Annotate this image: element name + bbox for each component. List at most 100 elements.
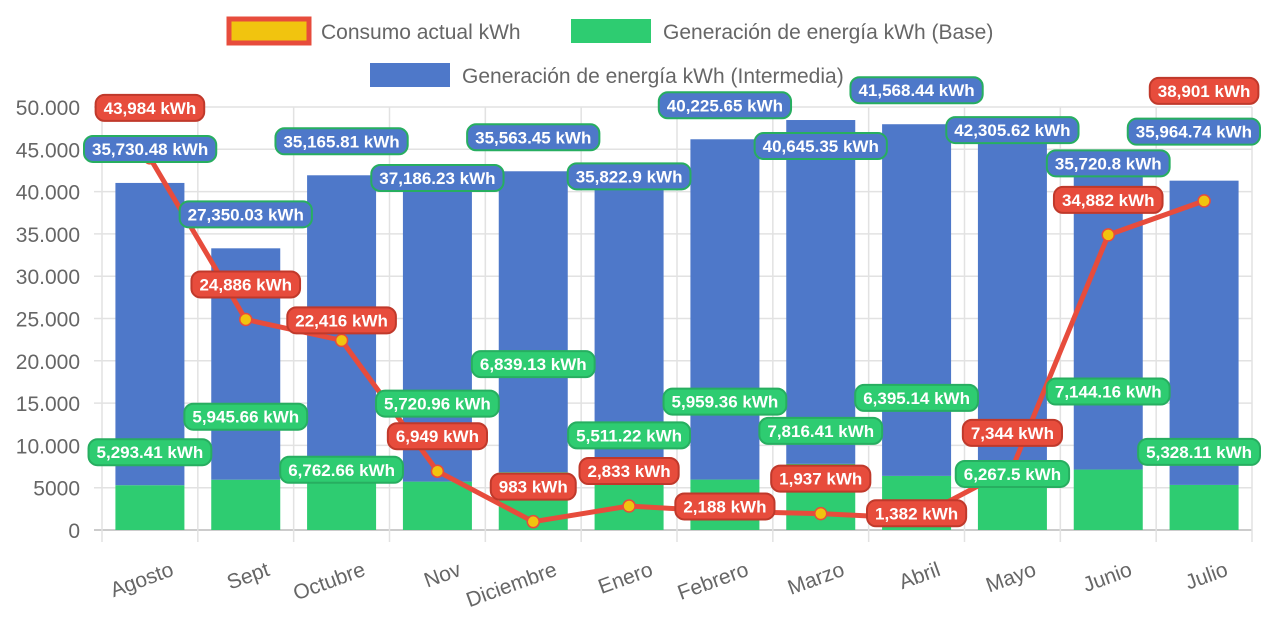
y-tick-label: 10.000 [16, 435, 80, 458]
bar-intermedia [786, 120, 856, 464]
data-label-consumo-box [578, 457, 680, 486]
data-label-base-group: 5,328.11 kWh [1137, 437, 1261, 466]
data-label-consumo: 6,949 kWh [396, 427, 479, 446]
y-tick-label: 25.000 [16, 309, 80, 332]
data-label-consumo-box [674, 492, 776, 521]
y-tick-label: 50.000 [16, 97, 80, 120]
data-label-intermedia-box [370, 164, 505, 193]
bar-intermedia [115, 182, 185, 486]
data-label-base-group: 6,839.13 kWh [470, 350, 596, 379]
x-tick-label: Abril [896, 558, 943, 594]
data-label-intermedia-group: 40,225.65 kWh [657, 91, 793, 120]
data-label-intermedia: 41,568.44 kWh [858, 81, 974, 100]
y-tick-label: 30.000 [16, 266, 80, 289]
data-label-consumo-group: 22,416 kWh [286, 306, 397, 335]
data-label-base: 5,720.96 kWh [384, 395, 491, 414]
legend-swatch-consumo [226, 16, 312, 46]
x-tick-label: Enero [595, 558, 656, 599]
legend-swatch-base [571, 19, 651, 43]
data-label-consumo-box [386, 422, 488, 451]
data-label-base-box [1045, 377, 1171, 406]
data-label-consumo: 24,886 kWh [199, 275, 292, 294]
data-label-intermedia: 35,730.48 kWh [92, 140, 208, 159]
bar-base [1073, 469, 1143, 530]
y-tick-label: 20.000 [16, 351, 80, 374]
data-label-consumo-box [961, 418, 1063, 447]
x-tick-label: Agosto [107, 558, 176, 602]
point-consumo [814, 506, 828, 521]
data-label-intermedia-box [1126, 117, 1261, 146]
data-label-consumo-group: 43,984 kWh [94, 93, 206, 122]
data-label-consumo-group: 1,382 kWh [866, 499, 968, 528]
data-label-base: 6,395.14 kWh [863, 389, 970, 408]
bar-base [1169, 484, 1239, 530]
data-label-intermedia-group: 35,165.81 kWh [274, 127, 409, 156]
data-label-intermedia: 35,720.8 kWh [1055, 154, 1162, 173]
data-label-base-box [470, 350, 596, 379]
data-label-base: 5,945.66 kWh [192, 408, 299, 427]
data-label-base-box [279, 455, 404, 484]
y-tick-label: 5000 [33, 478, 80, 501]
data-label-consumo: 38,901 kWh [1158, 82, 1251, 101]
point-consumo [622, 499, 636, 513]
data-label-intermedia: 42,305.62 kWh [954, 121, 1070, 140]
point-consumo [334, 333, 349, 348]
data-label-intermedia: 35,822.9 kWh [576, 167, 683, 186]
data-label-consumo: 7,344 kWh [971, 424, 1054, 443]
data-label-base: 5,328.11 kWh [1146, 443, 1252, 462]
bar-intermedia [1073, 167, 1143, 470]
y-tick-label: 15.000 [16, 393, 80, 416]
data-label-intermedia-box [566, 162, 692, 191]
data-label-intermedia-box [178, 200, 313, 229]
data-label-intermedia-box [274, 127, 409, 156]
bar-base [115, 485, 185, 530]
data-label-consumo-box [489, 472, 577, 501]
bar-base [402, 481, 472, 530]
data-label-base-box [87, 438, 213, 467]
data-label-intermedia-box [83, 134, 218, 163]
data-label-base-group: 7,144.16 kWh [1045, 377, 1171, 406]
x-tick-label: Octubre [290, 558, 368, 605]
data-label-intermedia-group: 37,186.23 kWh [370, 164, 505, 193]
legend-label-consumo: Consumo actual kWh [321, 21, 521, 44]
y-tick-label: 35.000 [16, 224, 80, 247]
data-label-base: 7,816.41 kWh [767, 422, 874, 441]
data-label-consumo-box [770, 464, 872, 493]
data-label-base-group: 6,395.14 kWh [854, 383, 979, 412]
data-label-base: 7,144.16 kWh [1055, 383, 1162, 402]
data-label-intermedia-box [945, 116, 1080, 145]
data-label-intermedia-group: 35,964.74 kWh [1126, 117, 1261, 146]
legend-label-intermedia: Generación de energía kWh (Intermedia) [462, 65, 844, 88]
data-label-consumo-box [190, 270, 302, 299]
data-label-intermedia-group: 42,305.62 kWh [945, 116, 1080, 145]
bar-base [211, 479, 281, 530]
data-label-intermedia: 35,165.81 kWh [283, 132, 399, 151]
data-label-base-box [854, 383, 979, 412]
data-label-base-box [758, 416, 884, 445]
data-label-base-box [954, 459, 1071, 488]
data-label-consumo-group: 2,188 kWh [674, 492, 776, 521]
point-consumo [239, 312, 253, 327]
y-tick-label: 40.000 [16, 182, 80, 205]
data-label-base-group: 5,511.22 kWh [567, 421, 692, 450]
data-label-consumo-group: 1,937 kWh [770, 464, 872, 493]
data-label-intermedia-group: 35,730.48 kWh [83, 134, 218, 163]
legend-swatch-intermedia [370, 63, 450, 87]
y-tick-label: 0 [68, 520, 80, 543]
data-label-base-box [662, 387, 788, 416]
data-label-base-box [375, 389, 500, 418]
data-label-intermedia-box [466, 123, 601, 152]
data-label-consumo: 1,937 kWh [779, 470, 862, 489]
data-label-consumo: 1,382 kWh [875, 504, 958, 523]
x-tick-label: Febrero [675, 558, 752, 605]
data-label-base-group: 5,945.66 kWh [183, 402, 309, 431]
data-label-base-box [183, 402, 309, 431]
data-label-base-group: 5,959.36 kWh [662, 387, 788, 416]
bar-intermedia [1169, 180, 1239, 485]
x-tick-label: Marzo [785, 558, 848, 600]
data-label-base-group: 5,293.41 kWh [87, 438, 213, 467]
data-label-intermedia: 35,964.74 kWh [1136, 123, 1252, 142]
x-tick-label: Mayo [983, 558, 1039, 597]
data-label-consumo-group: 34,882 kWh [1052, 185, 1164, 214]
